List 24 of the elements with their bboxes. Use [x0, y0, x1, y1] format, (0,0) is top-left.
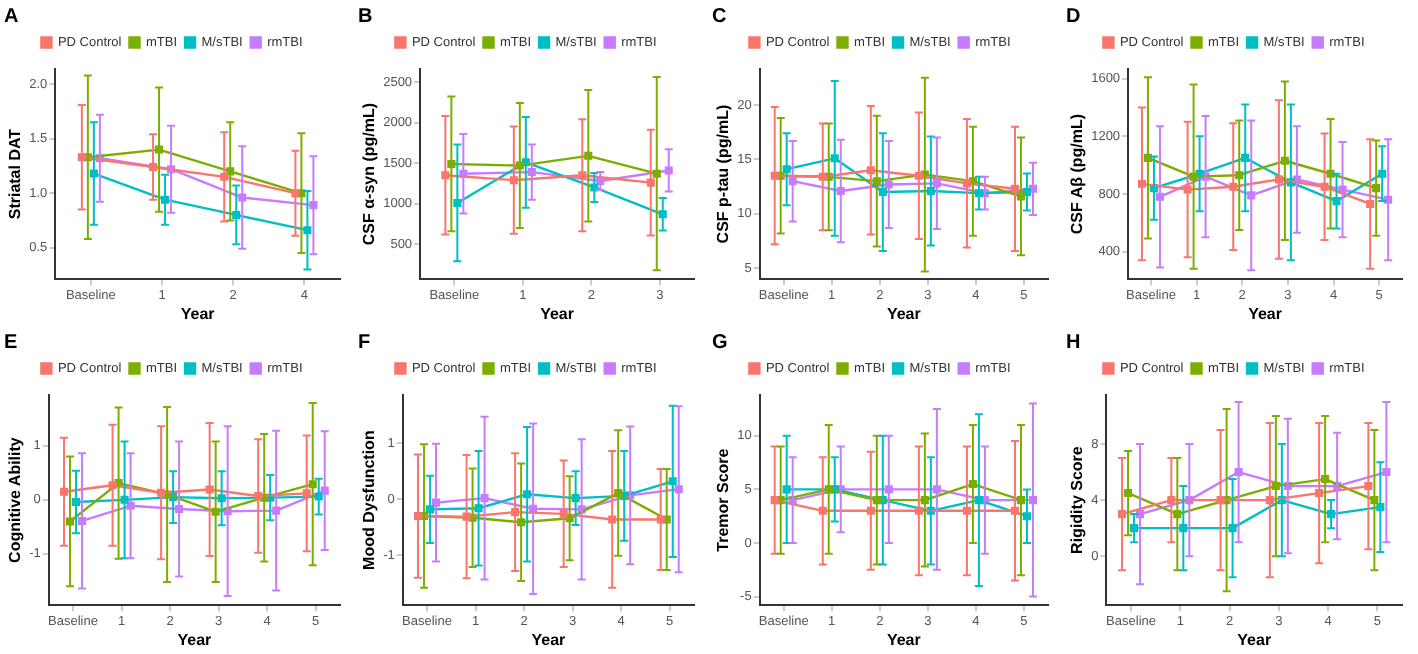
- chart-title: D: [1066, 5, 1081, 28]
- chart-title: C: [712, 5, 727, 28]
- y-axis-title: Mood Dysfunction: [360, 430, 379, 570]
- chart-title: E: [4, 331, 18, 354]
- chart-title: H: [1066, 331, 1081, 354]
- chart-title: F: [358, 331, 371, 354]
- x-axis-title: Year: [1237, 630, 1272, 649]
- chart-title: G: [712, 331, 728, 354]
- x-axis-title: Year: [177, 630, 212, 649]
- y-axis-title: Cognitive Ability: [6, 436, 25, 563]
- chart-title: A: [4, 5, 19, 28]
- x-axis-title: Year: [1248, 304, 1282, 323]
- x-axis-title: Year: [531, 630, 566, 649]
- y-axis-title: Rigidity Score: [1068, 445, 1087, 554]
- y-axis-title: CSF p-tau (pg/mL): [714, 104, 733, 244]
- y-axis-title: CSF α-syn (pg/mL): [360, 102, 379, 246]
- x-axis-title: Year: [180, 304, 215, 323]
- x-axis-title: Year: [886, 630, 921, 649]
- y-axis-title: Tremor Score: [714, 447, 733, 552]
- y-axis-title: Striatal DAT: [6, 128, 25, 220]
- x-axis-title: Year: [886, 304, 921, 323]
- chart-title: B: [358, 5, 373, 28]
- y-axis-title: CSF Aβ (pg/mL): [1068, 113, 1087, 235]
- x-axis-title: Year: [540, 304, 574, 323]
